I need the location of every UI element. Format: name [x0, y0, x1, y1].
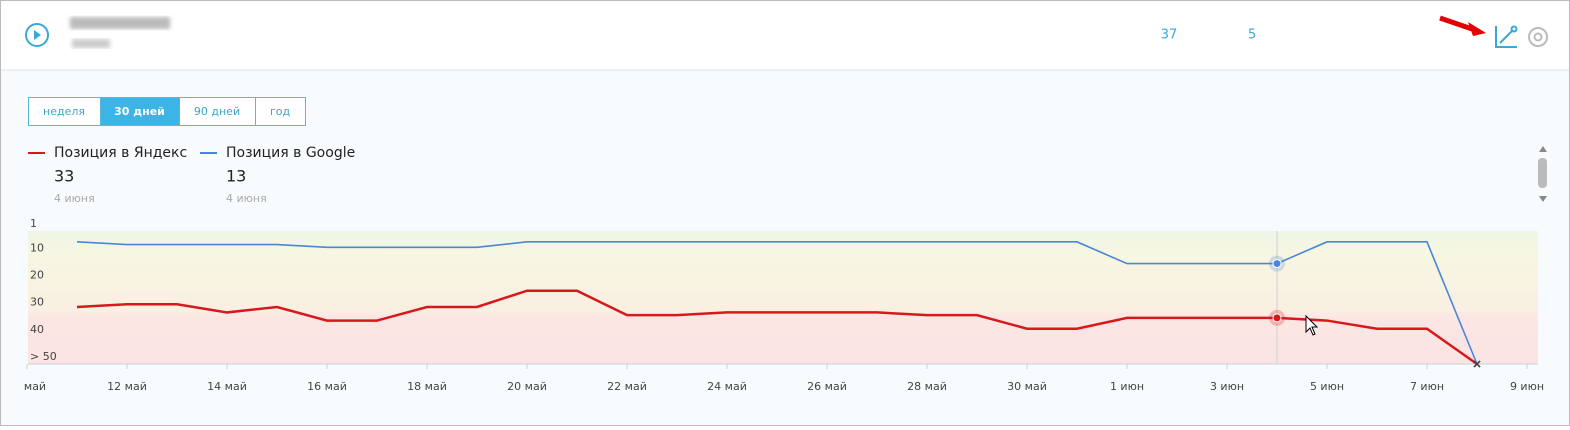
x-tick-label: 7 июн [1410, 380, 1444, 393]
scrollbar[interactable] [1538, 158, 1547, 188]
chart-icon[interactable] [1495, 25, 1518, 48]
y-tick-label: 1 [30, 217, 37, 230]
x-tick-label: 30 май [1007, 380, 1047, 393]
mouse-cursor [1305, 314, 1319, 336]
play-button[interactable] [25, 23, 49, 47]
x-tick-label: 14 май [207, 380, 247, 393]
highlight-point [1272, 259, 1282, 269]
stat: 37 [1161, 28, 1178, 43]
series-line [76, 289, 1478, 366]
scroll-down[interactable] [1539, 196, 1547, 202]
x-tick-label: 22 май [607, 380, 647, 393]
plot-background [28, 231, 1538, 364]
x-tick-label: 1 июн [1110, 380, 1144, 393]
legend-date: 4 июня [54, 192, 95, 205]
blurred-title [70, 17, 170, 29]
y-tick-label: 20 [30, 269, 44, 282]
tab-label[interactable]: неделя [43, 105, 85, 118]
tab[interactable] [179, 97, 256, 126]
red-arrow [1439, 15, 1476, 33]
tab[interactable] [255, 97, 306, 126]
legend-date: 4 июня [226, 192, 267, 205]
y-tick-label: 30 [30, 296, 44, 309]
x-tick-label: 20 май [507, 380, 547, 393]
legend-value: 33 [54, 167, 74, 186]
tab[interactable] [100, 97, 180, 126]
x-tick-label: 28 май [907, 380, 947, 393]
tab-label[interactable]: 90 дней [194, 105, 240, 118]
x-tick-label: 26 май [807, 380, 847, 393]
x-tick-label: май [24, 380, 46, 393]
legend-label: Позиция в Google [226, 145, 355, 161]
x-tick-label: 16 май [307, 380, 347, 393]
settings-icon[interactable] [1528, 27, 1548, 47]
y-tick-label: 10 [30, 241, 44, 254]
scroll-up[interactable] [1539, 146, 1547, 152]
x-tick-label: 18 май [407, 380, 447, 393]
tab[interactable] [28, 97, 101, 126]
tab-label[interactable]: год [270, 105, 291, 118]
blurred-subtitle [72, 39, 110, 48]
series-line [76, 241, 1478, 365]
stat: 5 [1248, 28, 1256, 43]
y-tick-label: 40 [30, 323, 44, 336]
out-of-range-marker [1473, 360, 1481, 368]
x-tick-label: 12 май [107, 380, 147, 393]
x-tick-label: 24 май [707, 380, 747, 393]
red-arrow-head [1468, 22, 1486, 36]
x-tick-label: 5 июн [1310, 380, 1344, 393]
y-tick-label: > 50 [30, 350, 57, 363]
highlight-point [1272, 313, 1282, 323]
header [1, 1, 1569, 70]
legend-label: Позиция в Яндекс [54, 145, 187, 161]
x-tick-label: 9 июн [1510, 380, 1544, 393]
legend-value: 13 [226, 167, 246, 186]
x-tick-label: 3 июн [1210, 380, 1244, 393]
tab-label[interactable]: 30 дней [114, 105, 165, 118]
